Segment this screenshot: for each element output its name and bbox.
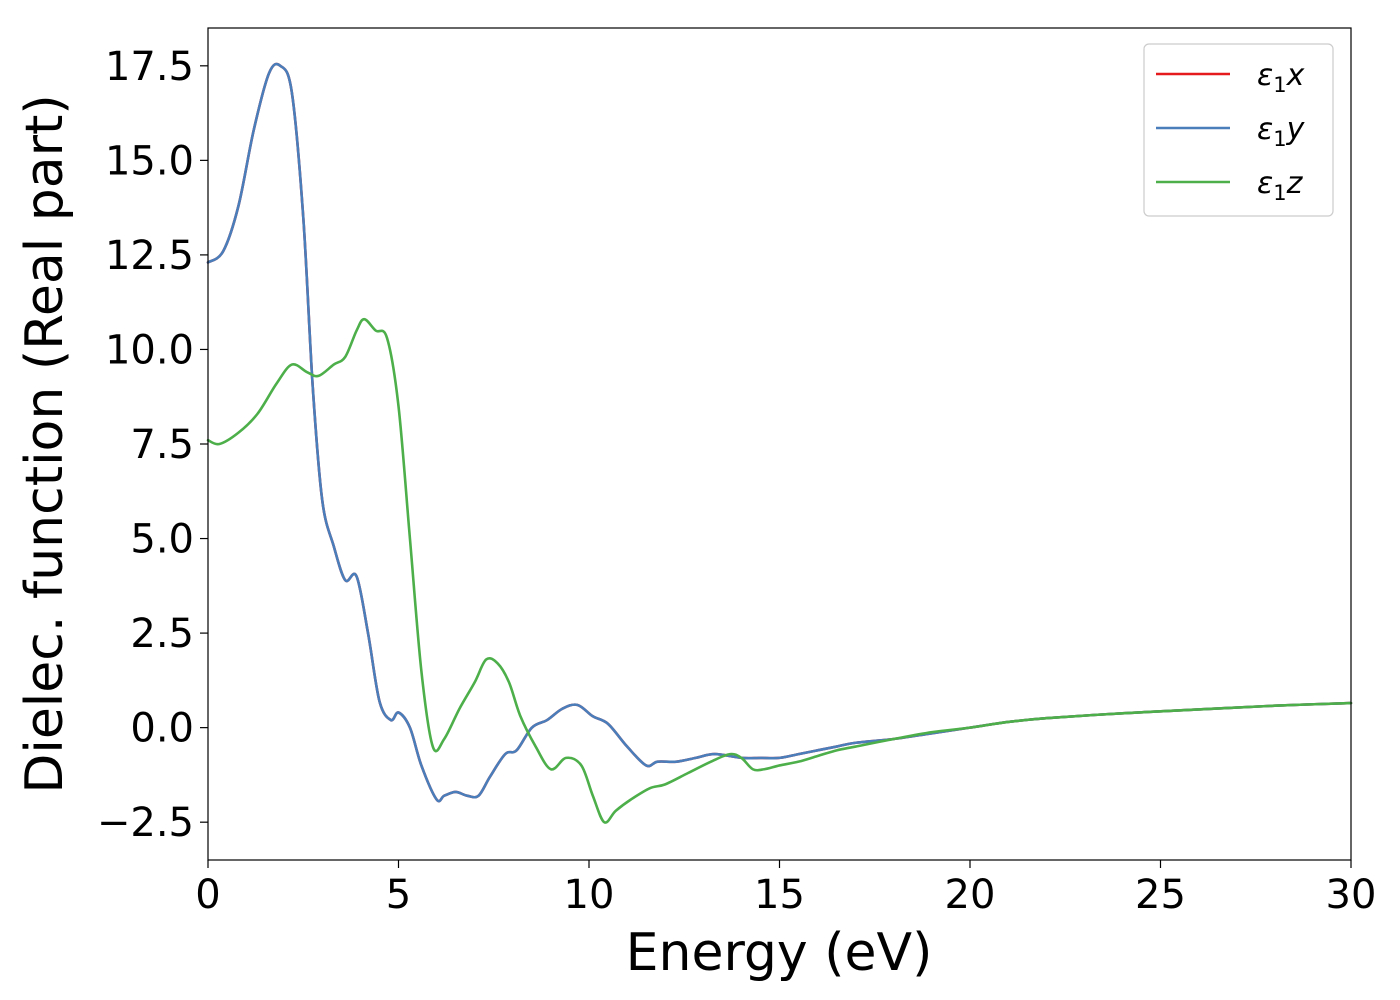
y-axis: −2.5 0.0 2.5 5.0 7.5 10.0 12.5 15.0 17.5 [97,44,208,846]
legend-label-x: ε1x [1257,58,1305,97]
x-tick-label: 15 [754,872,805,918]
y-tick-label: 5.0 [130,517,194,563]
x-tick-label: 30 [1326,872,1377,918]
legend-label-z: ε1z [1257,166,1304,205]
x-tick-label: 0 [195,872,220,918]
y-tick-label: 10.0 [105,327,194,373]
x-axis-title: Energy (eV) [626,923,933,983]
series-lines [206,62,1353,824]
x-tick-label: 10 [564,872,615,918]
y-tick-label: 2.5 [130,611,194,657]
legend: ε1x ε1y ε1z [1143,43,1334,217]
series-line-y [206,62,1353,803]
x-axis: 0 5 10 15 20 25 30 [195,860,1376,918]
legend-label-y: ε1y [1257,112,1306,151]
y-tick-label: 12.5 [105,233,194,279]
y-tick-label: 7.5 [130,422,194,468]
y-tick-label: 0.0 [130,706,194,752]
series-line-z [206,317,1353,824]
x-tick-label: 20 [945,872,996,918]
y-tick-label: −2.5 [97,800,194,846]
x-tick-label: 25 [1135,872,1186,918]
legend-box [1143,43,1334,217]
y-tick-label: 15.0 [105,138,194,184]
y-axis-title: Dielec. function (Real part) [15,94,75,793]
y-tick-label: 17.5 [105,44,194,90]
x-tick-label: 5 [386,872,411,918]
